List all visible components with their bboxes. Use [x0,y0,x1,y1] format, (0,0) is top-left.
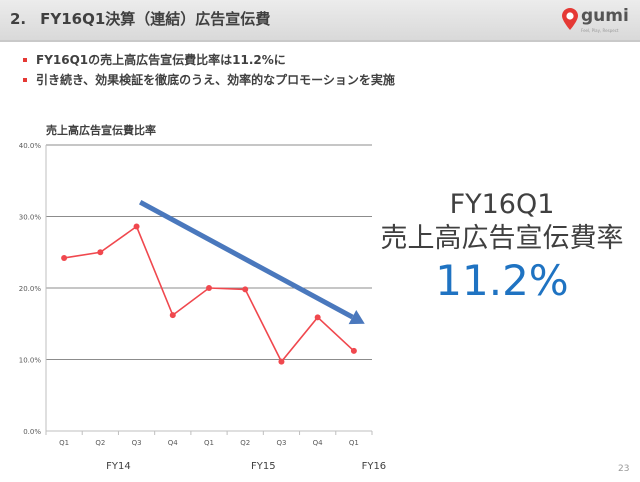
data-point [278,358,285,365]
slide-title: 2. FY16Q1決算（連結）広告宣伝費 [10,8,270,29]
trend-arrow-shaft [138,200,354,320]
bullet-text: FY16Q1の売上高広告宣伝費比率は11.2%に [36,53,286,67]
x-tick-label: Q3 [276,439,286,447]
y-tick-label: 20.0% [19,285,42,293]
bullet-marker [23,78,27,82]
x-tick-label: Q1 [59,439,69,447]
data-point [242,286,249,293]
page-number: 23 [618,464,630,474]
logo-tagline: Feel, Play, Respect [581,28,619,33]
x-tick-label: Q4 [313,439,324,447]
bullet-marker [23,58,27,62]
data-point [97,249,104,256]
x-tick-label: Q1 [349,439,359,447]
x-tick-label: Q2 [240,439,250,447]
trend-arrow-group [138,200,365,325]
slide-header: 2. FY16Q1決算（連結）広告宣伝費 gumi Feel, Play, Res… [0,0,640,40]
x-axis-labels: Q1 Q2 Q3 Q4 Q1 Q2 Q3 Q4 Q1 [59,439,359,447]
fiscal-year-label: FY16 [362,461,387,472]
callout-label: 売上高広告宣伝費率 [380,223,624,254]
logo-wordmark: gumi [581,6,629,26]
callout-period: FY16Q1 [449,189,555,220]
trend-arrow-head [348,310,365,325]
ratio-callout: FY16Q1 売上高広告宣伝費率 11.2% [370,188,634,306]
slide-number: 2. [10,10,27,28]
fiscal-year-labels: FY14 FY15 FY16 [106,461,386,472]
y-tick-label: 0.0% [23,428,41,436]
bullet-text: 引き続き、効果検証を徹底のうえ、効率的なプロモーションを実施 [36,73,395,87]
x-tick-label: Q2 [95,439,105,447]
bullet-item: 引き続き、効果検証を徹底のうえ、効率的なプロモーションを実施 [22,70,395,90]
ad-spend-ratio-chart: 0.0%10.0%20.0%30.0%40.0% Q1 Q2 Q3 Q4 Q1 Q2 Q3 Q… [19,142,386,472]
data-point [169,312,176,319]
y-tick-label: 30.0% [19,214,42,222]
y-axis-labels: 0.0% 10.0% 20.0% 30.0% 40.0% [19,142,42,436]
data-point [350,347,357,354]
x-tick-label: Q4 [168,439,179,447]
y-tick-label: 40.0% [19,142,42,150]
series-line-group [61,223,357,365]
gumi-logo: gumi Feel, Play, Respect [562,6,634,36]
slide-title-text: FY16Q1決算（連結）広告宣伝費 [40,10,271,28]
fiscal-year-label: FY14 [106,461,131,472]
data-point [133,223,140,230]
y-tick-label: 10.0% [19,357,42,365]
bullet-item: FY16Q1の売上高広告宣伝費比率は11.2%に [22,50,395,70]
bullet-list: FY16Q1の売上高広告宣伝費比率は11.2%に 引き続き、効果検証を徹底のうえ… [22,50,395,90]
data-point [206,285,212,291]
location-pin-icon [562,8,578,30]
header-divider [0,40,640,42]
fiscal-year-label: FY15 [251,461,276,472]
x-tick-label: Q3 [132,439,142,447]
data-point [61,254,68,261]
chart-title: 売上高広告宣伝費比率 [46,124,156,137]
data-point [314,314,321,321]
callout-value: 11.2% [435,256,569,305]
x-tick-label: Q1 [204,439,214,447]
